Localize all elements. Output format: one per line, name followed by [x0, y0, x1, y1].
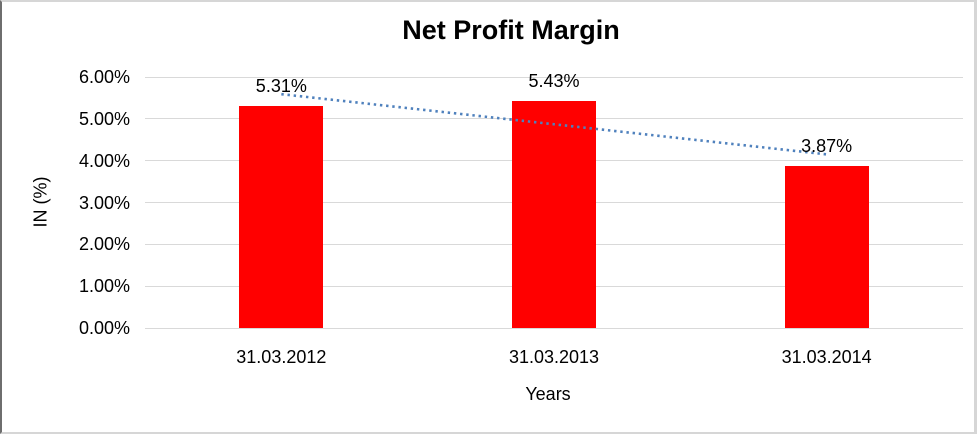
x-tick-label: 31.03.2012 [236, 347, 327, 367]
bar-value-label: 5.43% [528, 70, 580, 91]
chart-title: Net Profit Margin [402, 15, 620, 45]
y-tick-label: 5.00% [78, 108, 130, 129]
y-tick-label: 2.00% [78, 234, 130, 255]
y-tick-label: 0.00% [78, 318, 130, 338]
y-tick-label: 4.00% [78, 150, 130, 171]
x-tick-label: 31.03.2014 [781, 347, 872, 367]
gridline [145, 327, 963, 329]
bar-value-label: 5.31% [255, 75, 307, 96]
x-tick-label: 31.03.2013 [508, 347, 600, 367]
bar-value-label: 3.87% [801, 136, 853, 157]
y-tick-label: 6.00% [78, 67, 130, 87]
x-axis-title: Years [525, 384, 571, 404]
y-tick-label: 3.00% [78, 192, 130, 213]
bar-31.03.2014 [784, 166, 869, 328]
y-tick-label: 1.00% [78, 276, 130, 297]
gridline [145, 76, 963, 78]
